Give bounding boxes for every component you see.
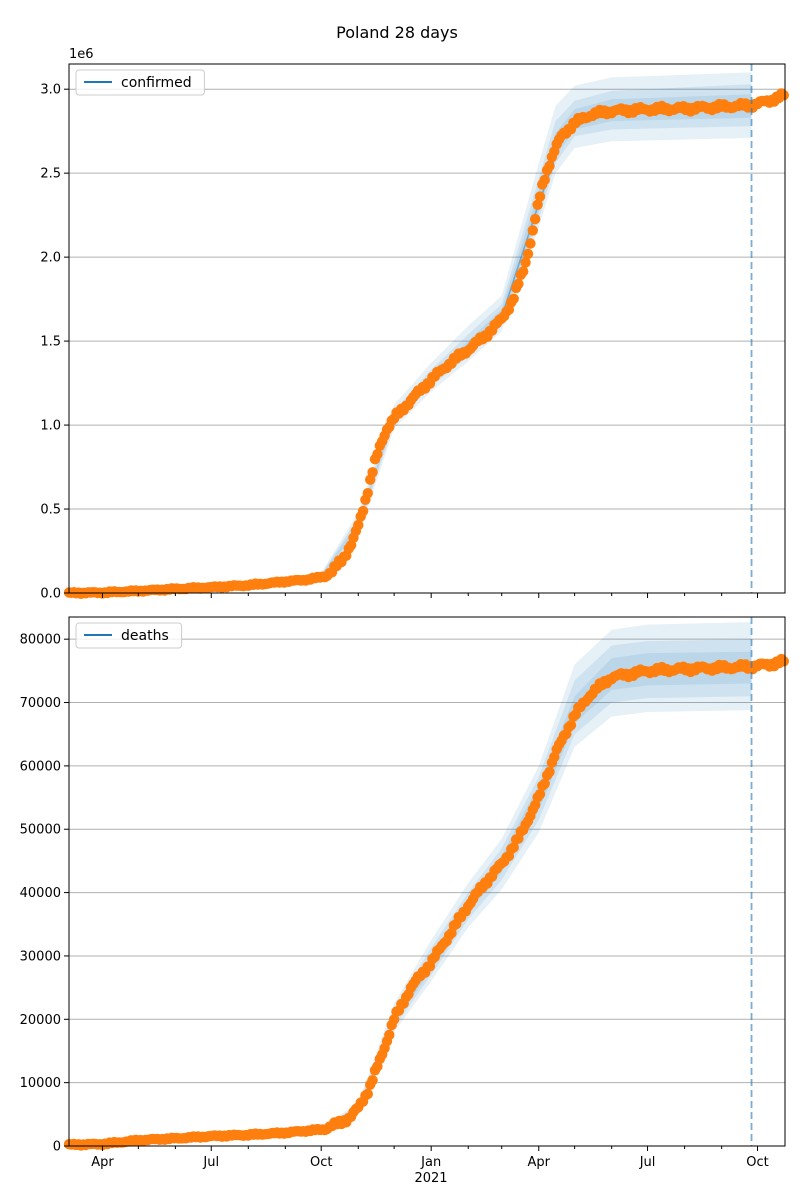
y-tick-label: 0.0 — [40, 587, 61, 602]
y-tick-label: 60000 — [20, 759, 61, 774]
observed-point — [357, 505, 369, 517]
observed-point — [522, 248, 534, 260]
observed-point — [508, 293, 519, 304]
y-tick-label: 3.0 — [40, 83, 61, 98]
legend-box — [75, 622, 183, 649]
x-year-label: 2021 — [414, 1171, 447, 1186]
observed-series — [63, 653, 789, 1151]
observed-point — [534, 789, 546, 800]
observed-point — [527, 225, 538, 236]
axes-frame — [68, 63, 786, 594]
y-tick-label: 2.5 — [40, 167, 61, 182]
observed-point — [362, 1088, 373, 1100]
observed-point — [532, 199, 543, 210]
observed-point — [388, 1014, 400, 1025]
observed-point — [353, 519, 364, 531]
observed-point — [530, 213, 541, 225]
y-tick-label: 2.0 — [40, 251, 61, 266]
observed-point — [508, 842, 519, 853]
observed-point — [544, 766, 555, 778]
uncertainty-band — [321, 639, 752, 1131]
x-tick-label: Jul — [639, 1155, 656, 1170]
observed-point — [539, 174, 550, 186]
y-tick-label: 80000 — [20, 633, 61, 648]
confirmed-panel: 0.0 0.5 1.0 1.5 2.0 2.5 3.0 1e6 confirmed — [40, 47, 789, 602]
x-tick-label: Jul — [202, 1155, 219, 1170]
y-tick-label: 30000 — [20, 949, 61, 964]
legend-label: deaths — [121, 628, 169, 644]
uncertainty-band — [321, 651, 752, 1131]
y-tick-label: 0.5 — [40, 503, 61, 518]
y-offset-label: 1e6 — [69, 47, 94, 62]
observed-point — [367, 467, 378, 478]
chart-title: Poland 28 days — [336, 23, 458, 42]
y-tick-label: 1.5 — [40, 335, 61, 350]
uncertainty-band — [321, 84, 752, 579]
observed-point — [513, 278, 524, 290]
observed-point — [384, 1029, 395, 1041]
x-tick-label: Oct — [746, 1155, 768, 1170]
observed-point — [367, 1075, 378, 1086]
y-tick-label: 0 — [53, 1140, 61, 1155]
legend: confirmed — [75, 69, 205, 96]
y-tick-label: 10000 — [20, 1076, 61, 1091]
y-tick-label: 70000 — [20, 696, 61, 711]
x-tick-label: Apr — [91, 1155, 114, 1170]
y-tick-label: 40000 — [20, 886, 61, 901]
uncertainty-band — [321, 72, 752, 580]
x-tick-label: Jan — [420, 1155, 441, 1170]
observed-point — [518, 266, 529, 277]
observed-point — [372, 449, 383, 460]
observed-point — [778, 656, 789, 667]
observed-point — [362, 488, 373, 499]
y-tick-label: 1.0 — [40, 419, 61, 434]
legend-label: confirmed — [121, 75, 192, 91]
x-tick-label: Apr — [528, 1155, 551, 1170]
observed-point — [778, 90, 789, 101]
observed-point — [544, 160, 555, 172]
y-tick-label: 20000 — [20, 1013, 61, 1028]
shared-x-axis: Apr Jul Oct Jan Apr Jul Oct — [91, 1155, 769, 1170]
observed-point — [565, 720, 577, 731]
legend: deaths — [75, 622, 183, 649]
uncertainty-band — [321, 94, 752, 578]
legend-box — [75, 69, 205, 96]
observed-point — [525, 238, 536, 249]
x-tick-label: Oct — [310, 1155, 332, 1170]
observed-point — [539, 778, 550, 789]
y-tick-label: 50000 — [20, 823, 61, 838]
axes-frame — [68, 616, 786, 1147]
deaths-panel: 0 10000 20000 30000 40000 50000 60000 70000 8000… — [20, 616, 789, 1155]
observed-point — [520, 257, 531, 268]
observed-series — [63, 88, 789, 599]
observed-point — [534, 191, 546, 202]
